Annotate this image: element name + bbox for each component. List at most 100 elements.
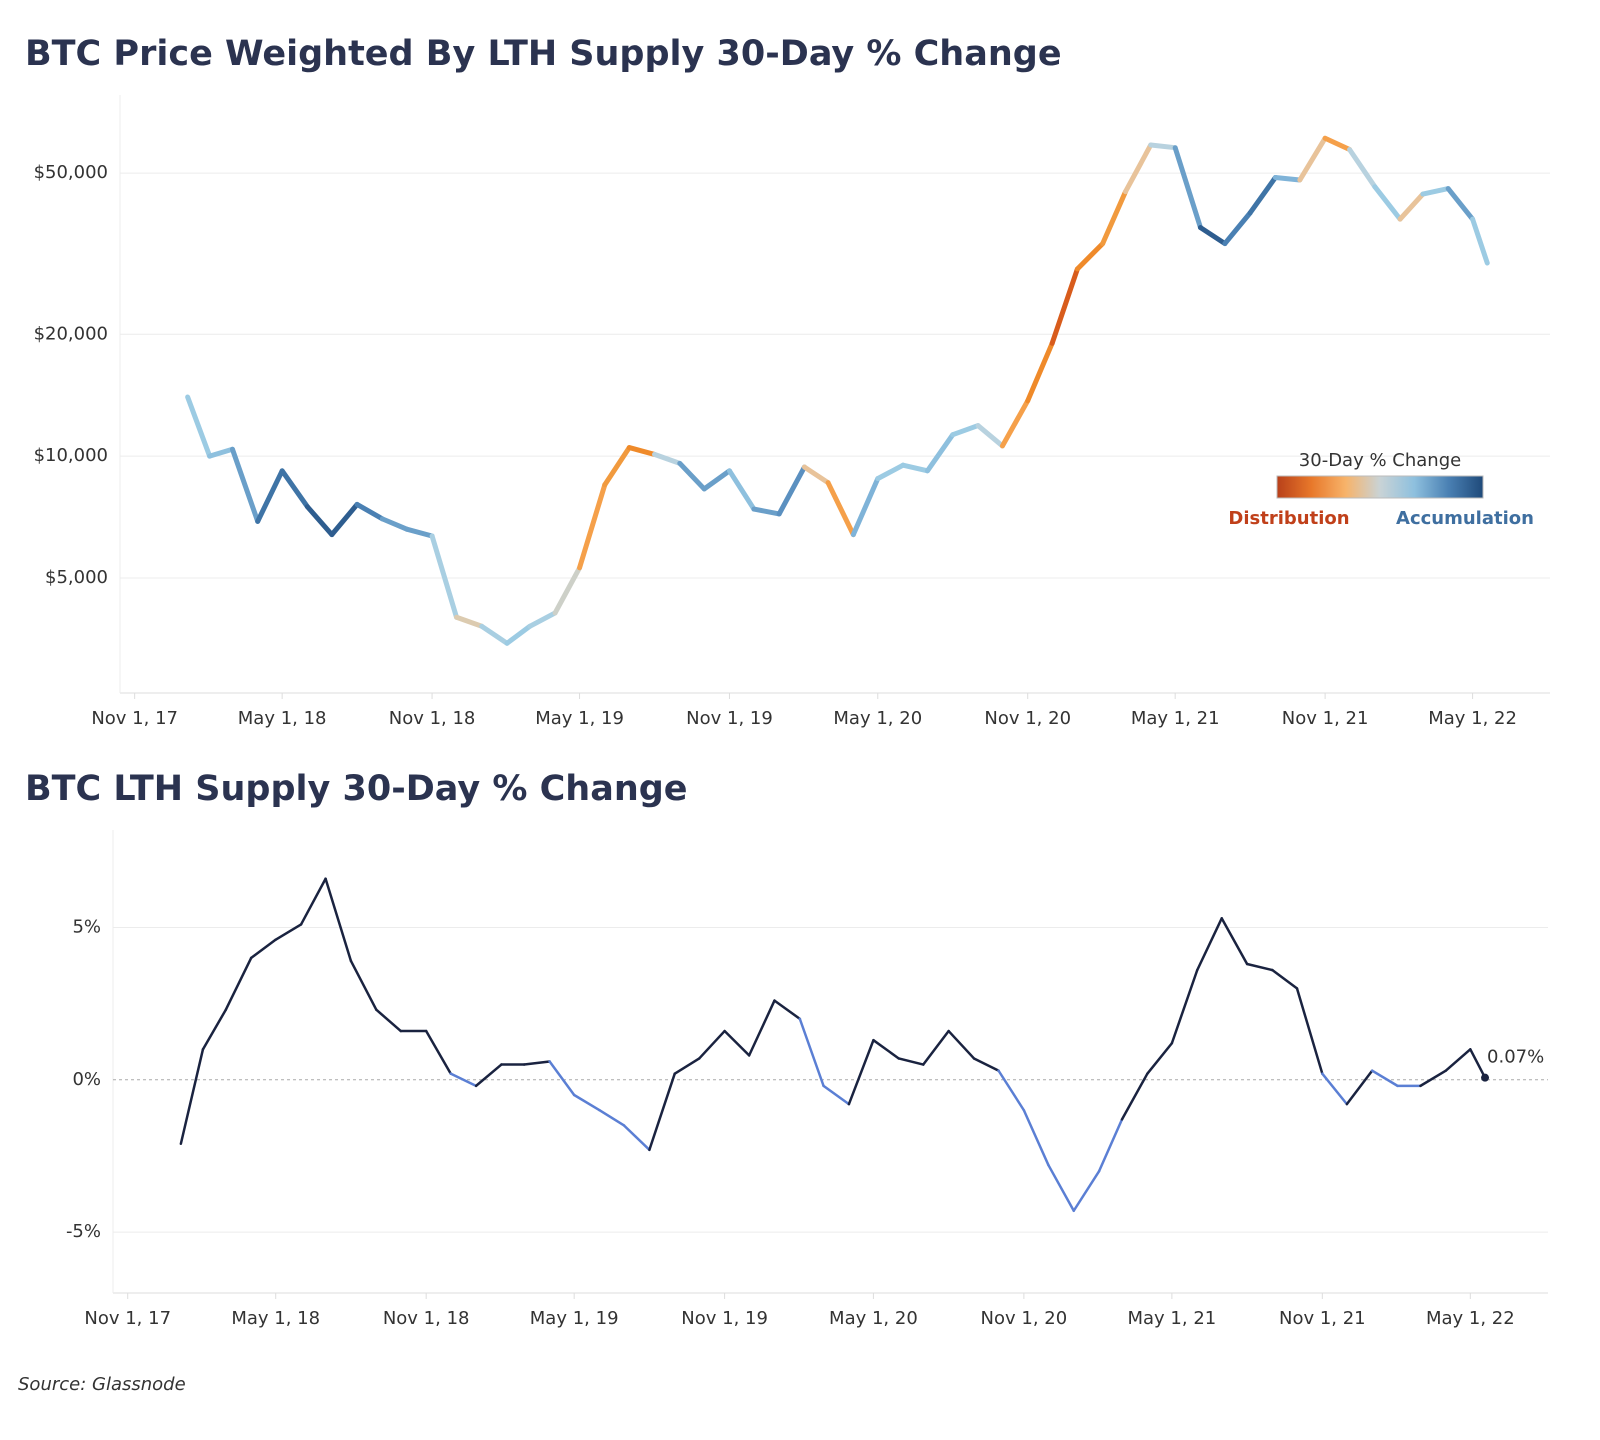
- line-segment: [673, 1057, 701, 1075]
- line-segment: [1120, 1072, 1149, 1121]
- x-tick-label: Nov 1, 21: [1279, 1308, 1366, 1329]
- line-segment: [1148, 142, 1178, 151]
- line-segment: [349, 959, 378, 1011]
- line-segment: [201, 1008, 228, 1051]
- line-segment: [801, 464, 831, 486]
- line-segment: [1195, 917, 1224, 972]
- chart-title: BTC LTH Supply 30-Day % Change: [25, 769, 688, 809]
- line-segment: [1222, 210, 1253, 247]
- line-segment: [999, 398, 1031, 449]
- line-segment: [185, 394, 213, 459]
- x-tick-label: Nov 1, 21: [1282, 708, 1369, 729]
- x-tick-label: May 1, 22: [1428, 708, 1517, 729]
- line-segment: [1322, 135, 1353, 153]
- line-segment: [504, 623, 533, 646]
- line-segment: [1172, 145, 1203, 231]
- line-segment: [950, 423, 981, 438]
- line-segment: [1347, 147, 1378, 190]
- line-segment: [626, 445, 658, 457]
- line-segment: [1271, 968, 1299, 990]
- line-segment: [698, 1029, 726, 1060]
- line-segment: [1025, 340, 1055, 404]
- series-line: [185, 135, 1490, 646]
- x-tick-label: Nov 1, 18: [383, 1308, 470, 1329]
- line-segment: [1469, 1048, 1487, 1079]
- chart-title: BTC Price Weighted By LTH Supply 30-Day …: [25, 34, 1062, 74]
- line-segment: [249, 938, 277, 960]
- line-segment: [622, 1124, 651, 1152]
- line-segment: [975, 423, 1005, 449]
- line-segment: [1197, 225, 1228, 247]
- line-segment: [1074, 241, 1106, 272]
- line-segment: [872, 1038, 901, 1060]
- line-segment: [429, 533, 460, 620]
- line-segment: [1370, 1069, 1399, 1088]
- line-segment: [1146, 1041, 1174, 1075]
- line-segment: [548, 1060, 576, 1097]
- line-segment: [552, 565, 583, 616]
- x-tick-label: Nov 1, 19: [681, 1308, 768, 1329]
- line-segment: [1097, 1118, 1124, 1173]
- line-segment: [875, 462, 906, 482]
- end-point: [1481, 1073, 1490, 1082]
- y-tick-label: $20,000: [34, 323, 108, 344]
- x-tick-label: Nov 1, 17: [91, 708, 178, 729]
- line-segment: [1170, 968, 1199, 1045]
- x-tick-label: May 1, 19: [535, 708, 624, 729]
- x-tick-label: May 1, 18: [238, 708, 327, 729]
- line-segment: [1022, 1108, 1050, 1167]
- line-segment: [354, 501, 385, 522]
- line-segment: [726, 468, 757, 512]
- line-segment: [1419, 1069, 1448, 1088]
- line-segment: [255, 468, 285, 524]
- line-segment: [648, 1072, 676, 1152]
- x-tick-label: May 1, 20: [833, 708, 922, 729]
- line-segment: [379, 516, 410, 532]
- line-segment: [1321, 1072, 1349, 1106]
- line-segment: [1072, 1169, 1101, 1213]
- line-segment: [822, 1084, 851, 1106]
- line-segment: [454, 614, 485, 629]
- line-segment: [972, 1057, 1000, 1072]
- legend-high-label: Accumulation: [1396, 508, 1534, 529]
- line-segment: [1397, 191, 1426, 222]
- y-tick-label: 5%: [72, 916, 101, 937]
- line-segment: [424, 1029, 452, 1075]
- x-tick-label: Nov 1, 18: [389, 708, 476, 729]
- line-segment: [847, 1038, 875, 1106]
- line-segment: [1295, 987, 1324, 1075]
- y-tick-label: $5,000: [45, 567, 108, 588]
- x-tick-label: May 1, 21: [1131, 708, 1220, 729]
- line-segment: [602, 445, 632, 488]
- line-segment: [701, 468, 732, 492]
- x-tick-label: Nov 1, 20: [981, 1308, 1068, 1329]
- line-segment: [1372, 184, 1403, 222]
- line-segment: [825, 480, 856, 538]
- line-segment: [279, 468, 310, 510]
- line-segment: [1245, 962, 1274, 972]
- x-tick-label: May 1, 19: [530, 1308, 619, 1329]
- line-segment: [1420, 186, 1451, 197]
- line-segment: [324, 877, 353, 963]
- line-segment: [207, 446, 235, 459]
- line-segment: [897, 1057, 925, 1066]
- line-segment: [404, 526, 435, 539]
- line-segment: [224, 956, 253, 1011]
- x-tick-label: May 1, 22: [1426, 1308, 1515, 1329]
- line-segment: [449, 1072, 478, 1088]
- line-segment: [1445, 186, 1476, 222]
- legend-title: 30-Day % Change: [1299, 450, 1461, 471]
- line-segment: [1122, 142, 1154, 195]
- line-segment: [474, 1063, 503, 1088]
- line-segment: [598, 1108, 626, 1127]
- line-segment: [922, 1029, 950, 1066]
- legend-low-label: Distribution: [1228, 508, 1349, 529]
- source-note: Source: Glassnode: [18, 1374, 186, 1395]
- line-segment: [924, 432, 956, 474]
- line-segment: [229, 446, 261, 524]
- line-segment: [997, 1069, 1026, 1112]
- line-segment: [850, 476, 881, 538]
- line-segment: [527, 610, 558, 629]
- line-segment: [479, 623, 510, 646]
- line-segment: [751, 506, 782, 517]
